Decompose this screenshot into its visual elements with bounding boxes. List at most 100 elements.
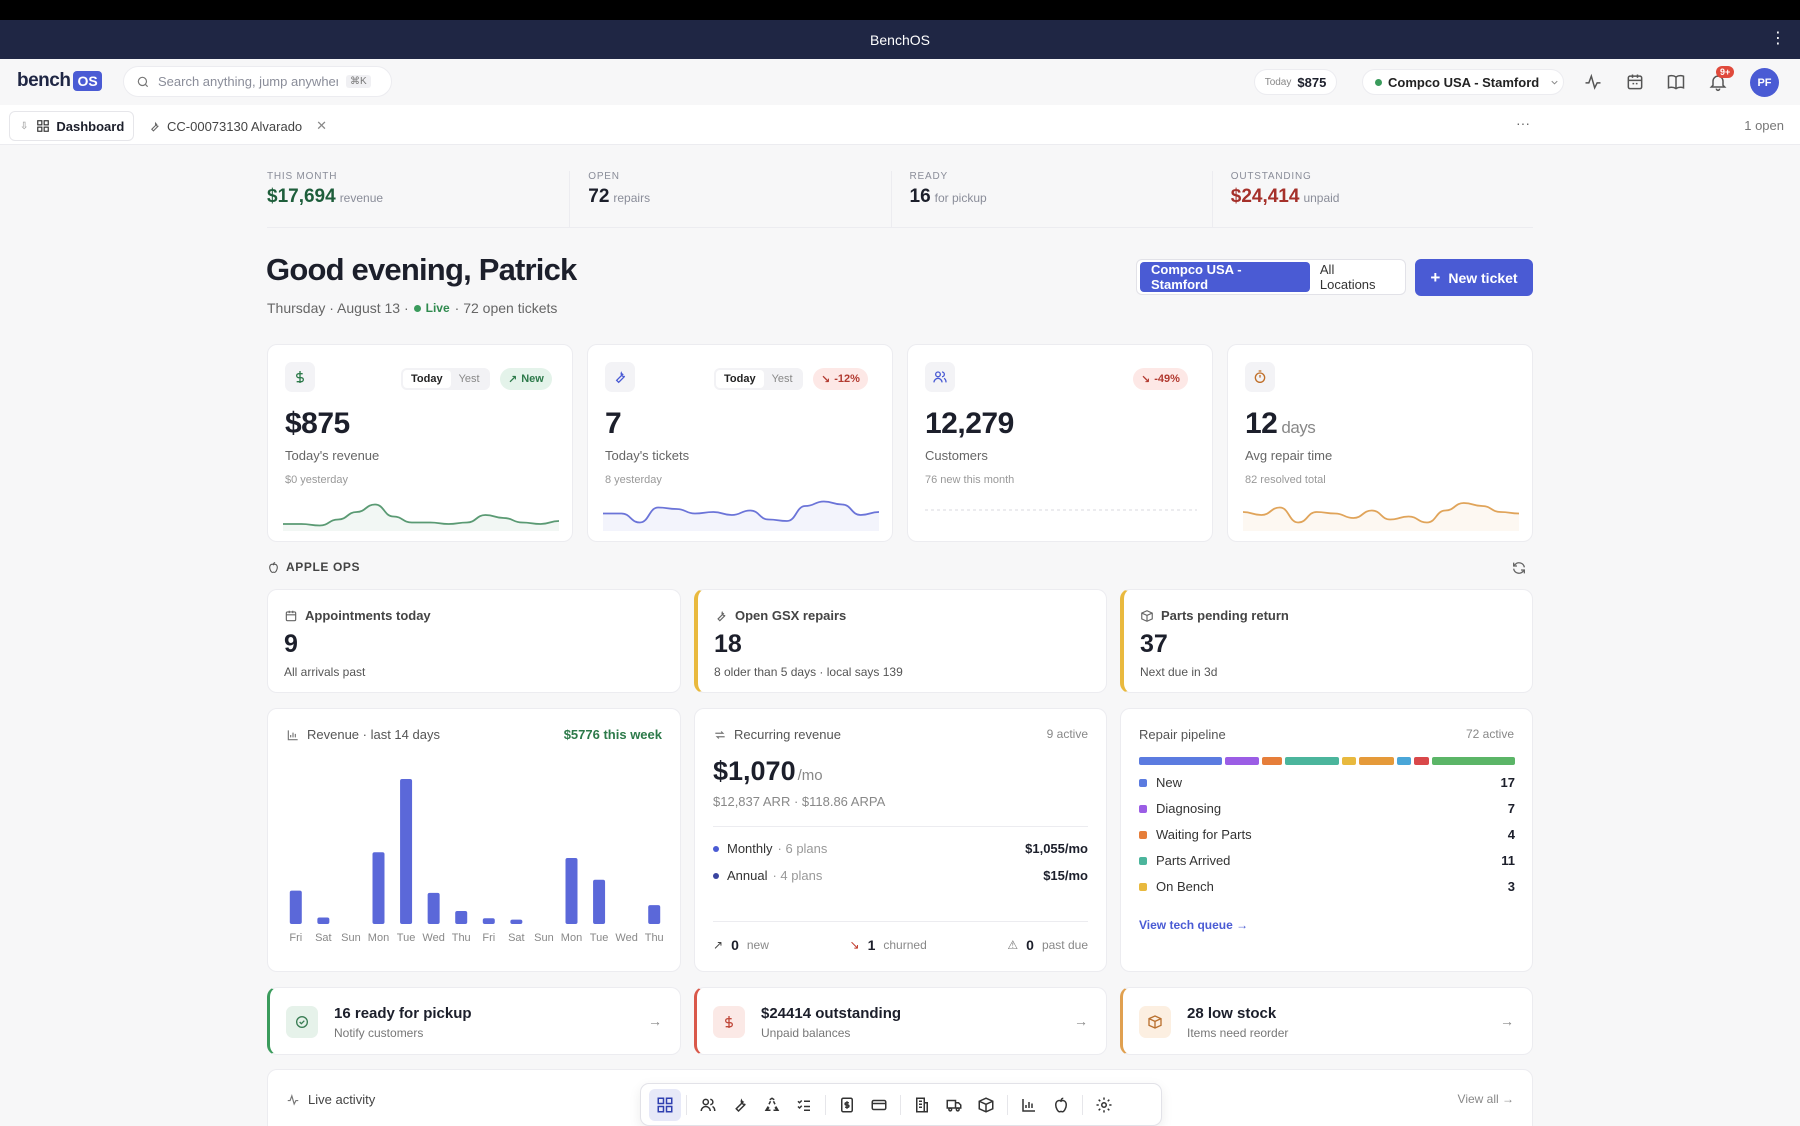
sparkline: [1243, 502, 1519, 531]
kpi-number: $875: [285, 407, 350, 440]
calendar-icon[interactable]: [1625, 72, 1645, 92]
ops-sub: All arrivals past: [284, 665, 366, 679]
action-low-stock[interactable]: 28 low stock Items need reorder →: [1120, 987, 1533, 1055]
ops-card-gsx-repairs[interactable]: Open GSX repairs 18 8 older than 5 days …: [694, 589, 1107, 693]
view-tech-queue-link[interactable]: View tech queue →: [1139, 918, 1249, 932]
pipeline-stage-row[interactable]: Waiting for Parts 4: [1139, 827, 1515, 842]
card-icon[interactable]: [863, 1089, 895, 1121]
package-icon[interactable]: [970, 1089, 1002, 1121]
trend-chip: ↘ -12%: [813, 368, 868, 390]
card-title: Recurring revenue: [734, 727, 841, 742]
action-sub: Items need reorder: [1187, 1026, 1289, 1040]
kpi-card-customers[interactable]: ↘ -49% 12,279 Customers 76 new this month: [907, 344, 1213, 542]
toggle-yesterday[interactable]: Yest: [771, 373, 793, 385]
settings-icon[interactable]: [1088, 1089, 1120, 1121]
stage-color-swatch: [1139, 882, 1147, 891]
building-icon[interactable]: [906, 1089, 938, 1121]
kpi-card-tickets[interactable]: Today Yest ↘ -12% 7 Today's tickets 8 yest…: [587, 344, 893, 542]
window-menu-icon[interactable]: ⋮: [1770, 30, 1786, 47]
activity-icon[interactable]: [1583, 72, 1603, 92]
revenue-bar[interactable]: [510, 919, 523, 924]
toggle-yesterday[interactable]: Yest: [458, 373, 480, 385]
action-title: 16 ready for pickup: [334, 1005, 472, 1022]
pipeline-stage-row[interactable]: On Bench 3: [1139, 879, 1515, 894]
search-icon: [137, 76, 149, 87]
recycle-icon[interactable]: [756, 1089, 788, 1121]
today-revenue-pill[interactable]: Today $875: [1254, 69, 1337, 95]
dock-separator: [1082, 1094, 1083, 1115]
pipeline-segment[interactable]: [1284, 757, 1339, 765]
mrr-amount: $1,070: [713, 756, 796, 786]
trend-down-icon: ↘: [1141, 373, 1151, 386]
new-ticket-button[interactable]: + New ticket: [1415, 259, 1533, 296]
kpi-card-revenue[interactable]: Today Yest ↗ New $875 Today's revenue $0 y…: [267, 344, 573, 542]
revenue-bar[interactable]: [317, 917, 330, 924]
revenue-bar[interactable]: [565, 858, 578, 924]
arr-line: $12,837 ARR · $118.86 ARPA: [713, 794, 886, 809]
pipeline-segment[interactable]: [1341, 757, 1357, 765]
pipeline-segment[interactable]: [1225, 757, 1260, 765]
sparkline-line: [283, 503, 559, 527]
past-due-count: 0: [1026, 937, 1034, 953]
location-option-selected[interactable]: Compco USA - Stamford: [1140, 262, 1310, 292]
dock-separator: [686, 1094, 687, 1115]
dock-separator: [900, 1094, 901, 1115]
more-icon[interactable]: ···: [1516, 115, 1530, 131]
close-icon[interactable]: ✕: [316, 118, 328, 133]
location-selector[interactable]: Compco USA - Stamford: [1362, 69, 1564, 95]
x-tick-label: Sun: [534, 932, 554, 944]
view-all-link[interactable]: View all →: [1457, 1092, 1514, 1106]
pipeline-segment[interactable]: [1359, 757, 1394, 765]
pipeline-segment[interactable]: [1139, 757, 1223, 765]
ops-card-parts-return[interactable]: Parts pending return 37 Next due in 3d: [1120, 589, 1533, 693]
app-logo[interactable]: bench OS: [17, 70, 102, 92]
tasks-icon[interactable]: [788, 1089, 820, 1121]
pin-icon[interactable]: ⇩: [20, 120, 29, 132]
invoice-icon[interactable]: [831, 1089, 863, 1121]
plan-price: $1,055/mo: [1025, 841, 1088, 856]
active-count: 72 active: [1465, 727, 1514, 741]
revenue-bar[interactable]: [482, 918, 495, 924]
revenue-bar[interactable]: [400, 779, 413, 924]
location-option-all[interactable]: All Locations: [1319, 262, 1376, 292]
repair-pipeline-card: Repair pipeline 72 active New 17 Diagnosin…: [1120, 708, 1533, 972]
kpi-sub: $0 yesterday: [285, 474, 348, 486]
pipeline-stage-row[interactable]: Diagnosing 7: [1139, 801, 1515, 816]
pipeline-stage-row[interactable]: Parts Arrived 11: [1139, 853, 1515, 868]
tab-ticket[interactable]: CC-00073130 Alvarado ✕: [148, 111, 327, 141]
apple-ops-header: APPLE OPS: [267, 560, 360, 574]
revenue-bar[interactable]: [648, 905, 661, 924]
stat-outstanding: OUTSTANDING $24,414 unpaid: [1211, 171, 1533, 227]
book-icon[interactable]: [1666, 72, 1686, 92]
repairs-icon[interactable]: [724, 1089, 756, 1121]
pipeline-segment[interactable]: [1414, 757, 1429, 765]
reports-icon[interactable]: [1013, 1089, 1045, 1121]
refresh-icon[interactable]: [1511, 560, 1527, 576]
dashboard-icon[interactable]: [649, 1088, 681, 1121]
toggle-today[interactable]: Today: [403, 370, 451, 388]
revenue-bar[interactable]: [593, 879, 606, 924]
global-search[interactable]: ⌘K: [123, 66, 392, 97]
ops-sub: Next due in 3d: [1140, 665, 1218, 679]
customers-icon[interactable]: [692, 1089, 724, 1121]
revenue-bar[interactable]: [289, 890, 302, 924]
pipeline-stage-row[interactable]: New 17: [1139, 775, 1515, 790]
stat-value: 16: [909, 186, 931, 207]
kpi-card-repair-time[interactable]: 12 days Avg repair time 82 resolved total: [1227, 344, 1533, 542]
action-outstanding[interactable]: $24414 outstanding Unpaid balances →: [694, 987, 1107, 1055]
user-avatar[interactable]: PF: [1750, 68, 1779, 97]
pipeline-segment[interactable]: [1396, 757, 1412, 765]
tab-dashboard[interactable]: ⇩ Dashboard: [9, 111, 134, 141]
ops-card-appointments[interactable]: Appointments today 9 All arrivals past: [267, 589, 681, 693]
revenue-bar[interactable]: [455, 910, 468, 924]
apple-icon[interactable]: [1045, 1089, 1077, 1121]
truck-icon[interactable]: [938, 1089, 970, 1121]
pipeline-segment[interactable]: [1431, 757, 1516, 765]
revenue-bar[interactable]: [372, 852, 385, 924]
x-tick-label: Thu: [452, 932, 471, 944]
toggle-today[interactable]: Today: [716, 370, 764, 388]
action-ready-pickup[interactable]: 16 ready for pickup Notify customers →: [267, 987, 681, 1055]
pipeline-segment[interactable]: [1262, 757, 1282, 765]
revenue-bar[interactable]: [427, 892, 440, 924]
search-input[interactable]: [158, 74, 338, 89]
